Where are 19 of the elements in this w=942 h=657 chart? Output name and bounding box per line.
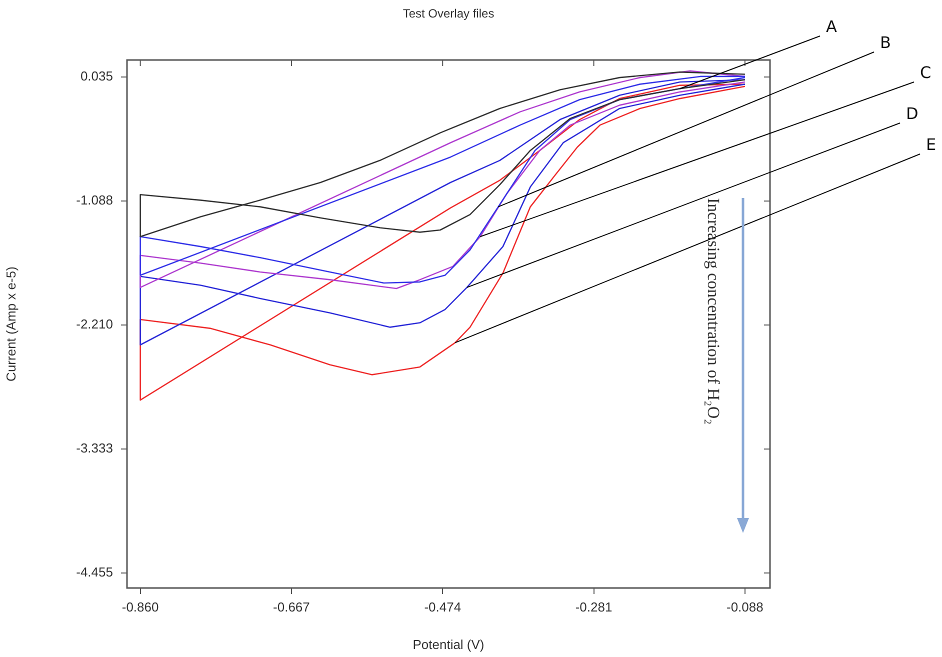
y-tick-label: 0.035 <box>80 68 113 84</box>
y-tick-label: -1.088 <box>76 192 113 208</box>
y-tick-label: -3.333 <box>76 440 113 456</box>
annotation: E <box>926 135 936 154</box>
annotation: Increasing concentration of H₂O₂ <box>703 198 723 425</box>
x-axis-title: Potential (V) <box>412 636 484 652</box>
annotation: C <box>920 63 932 82</box>
x-tick-label: -0.088 <box>726 599 764 614</box>
annotation: B <box>880 33 891 52</box>
annotation: A <box>826 17 837 36</box>
y-tick-label: -4.455 <box>76 564 113 580</box>
x-tick-label: -0.474 <box>424 599 462 614</box>
x-tick-label: -0.281 <box>575 599 612 614</box>
chart-title: Test Overlay files <box>402 6 494 20</box>
x-tick-label: -0.667 <box>273 599 310 614</box>
annotation: D <box>906 104 918 124</box>
y-tick-label: -2.210 <box>76 316 113 332</box>
x-tick-label: -0.860 <box>122 599 159 614</box>
y-axis-title: Current (Amp x e-5) <box>3 266 18 382</box>
